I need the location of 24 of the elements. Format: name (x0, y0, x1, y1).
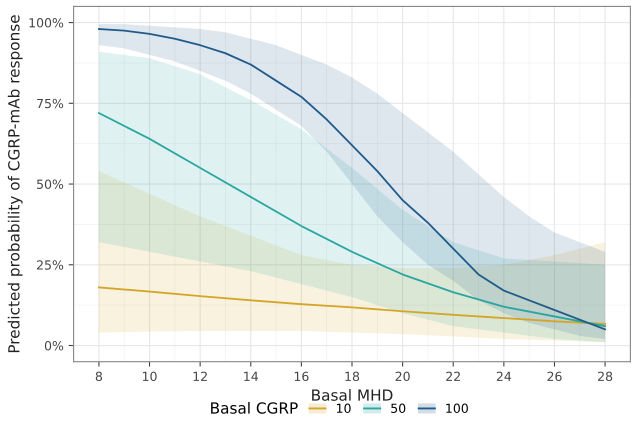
y-tick-label: 100% (30, 18, 64, 28)
x-axis-title: Basal MHD (312, 389, 392, 401)
x-tick-label: 22 (446, 372, 460, 381)
line-series (98, 286, 606, 325)
y-tick-label: 50% (37, 180, 64, 189)
x-tick-label: 8 (96, 372, 102, 382)
x-tick-label: 24 (496, 372, 512, 381)
y-axis-title: Predicted probability of CGRP-mAb response (8, 15, 23, 352)
x-tick-label: 12 (194, 372, 207, 381)
legend-label: 10 (336, 404, 351, 413)
y-tick-label: 75% (37, 98, 64, 108)
legend-label: 50 (391, 404, 406, 413)
x-tick-label: 20 (396, 372, 410, 382)
x-tick-label: 14 (244, 372, 258, 381)
x-tick-label: 16 (294, 372, 309, 382)
x-tick-label: 26 (547, 372, 562, 382)
x-tick-label: 18 (345, 372, 360, 382)
x-tick-label: 10 (142, 372, 157, 382)
y-tick-label: 0% (44, 340, 64, 350)
legend-title: Basal CGRP (211, 402, 298, 414)
x-tick-label: 28 (598, 372, 612, 382)
legend-label: 100 (446, 404, 468, 413)
line-series (98, 112, 606, 328)
y-tick-label: 25% (37, 260, 64, 270)
